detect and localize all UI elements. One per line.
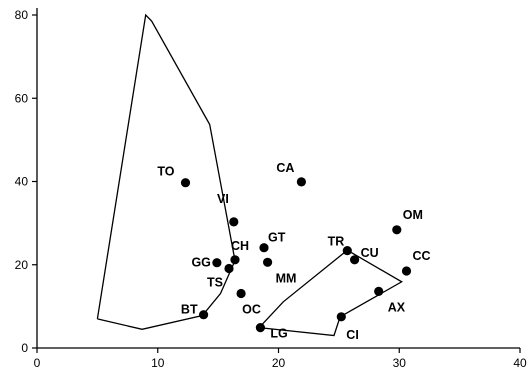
- data-point-lg: [255, 323, 265, 333]
- point-label-om: OM: [403, 208, 423, 222]
- point-label-ca: CA: [276, 161, 294, 175]
- y-tick-label: 20: [15, 258, 29, 272]
- y-tick-label: 60: [15, 91, 29, 105]
- point-label-mm: MM: [276, 271, 297, 285]
- point-label-gt: GT: [268, 231, 286, 245]
- data-point-gg: [212, 258, 222, 268]
- point-label-ch: CH: [231, 239, 249, 253]
- point-label-oc: OC: [242, 303, 261, 317]
- x-tick-label: 0: [34, 356, 41, 370]
- data-point-ch: [230, 255, 240, 265]
- y-tick-label: 0: [21, 341, 28, 355]
- hull-polygon: [258, 249, 404, 337]
- data-point-cu: [350, 255, 360, 265]
- point-label-ci: CI: [346, 328, 359, 342]
- data-point-om: [392, 225, 402, 235]
- data-point-ax: [374, 286, 384, 296]
- point-label-bt: BT: [181, 303, 198, 317]
- hull-polygons: [96, 13, 404, 337]
- point-label-cu: CU: [361, 246, 379, 260]
- y-tick-label: 80: [15, 8, 29, 22]
- x-tick-label: 40: [513, 356, 527, 370]
- data-point-ci: [336, 312, 346, 322]
- point-label-ax: AX: [388, 300, 406, 314]
- point-labels: TO CA VI OM GT TR GG CH TS MM CU CC OC AX BT CI LG: [157, 161, 430, 342]
- ticks: 0 10 20 30 40 0 20 40 60 80: [15, 8, 527, 370]
- x-tick-label: 30: [393, 356, 407, 370]
- data-point-cc: [401, 266, 412, 276]
- data-point-vi: [229, 217, 239, 227]
- point-label-lg: LG: [270, 327, 287, 341]
- data-point-mm: [263, 257, 273, 267]
- data-point-bt: [199, 310, 209, 320]
- point-label-to: TO: [157, 165, 174, 179]
- data-point-oc: [236, 288, 246, 299]
- point-label-vi: VI: [217, 192, 229, 206]
- point-label-cc: CC: [413, 249, 431, 263]
- data-point-tr: [342, 246, 352, 256]
- x-tick-label: 10: [151, 356, 165, 370]
- point-label-tr: TR: [328, 235, 345, 249]
- axes: [36, 8, 520, 349]
- x-tick-label: 20: [272, 356, 286, 370]
- data-points: [180, 177, 412, 333]
- point-label-ts: TS: [207, 276, 223, 290]
- data-point-ts: [224, 263, 234, 274]
- point-label-gg: GG: [191, 256, 210, 270]
- data-point-to: [180, 178, 191, 188]
- y-tick-label: 40: [15, 175, 29, 189]
- data-point-gt: [259, 243, 269, 253]
- data-point-ca: [296, 177, 306, 187]
